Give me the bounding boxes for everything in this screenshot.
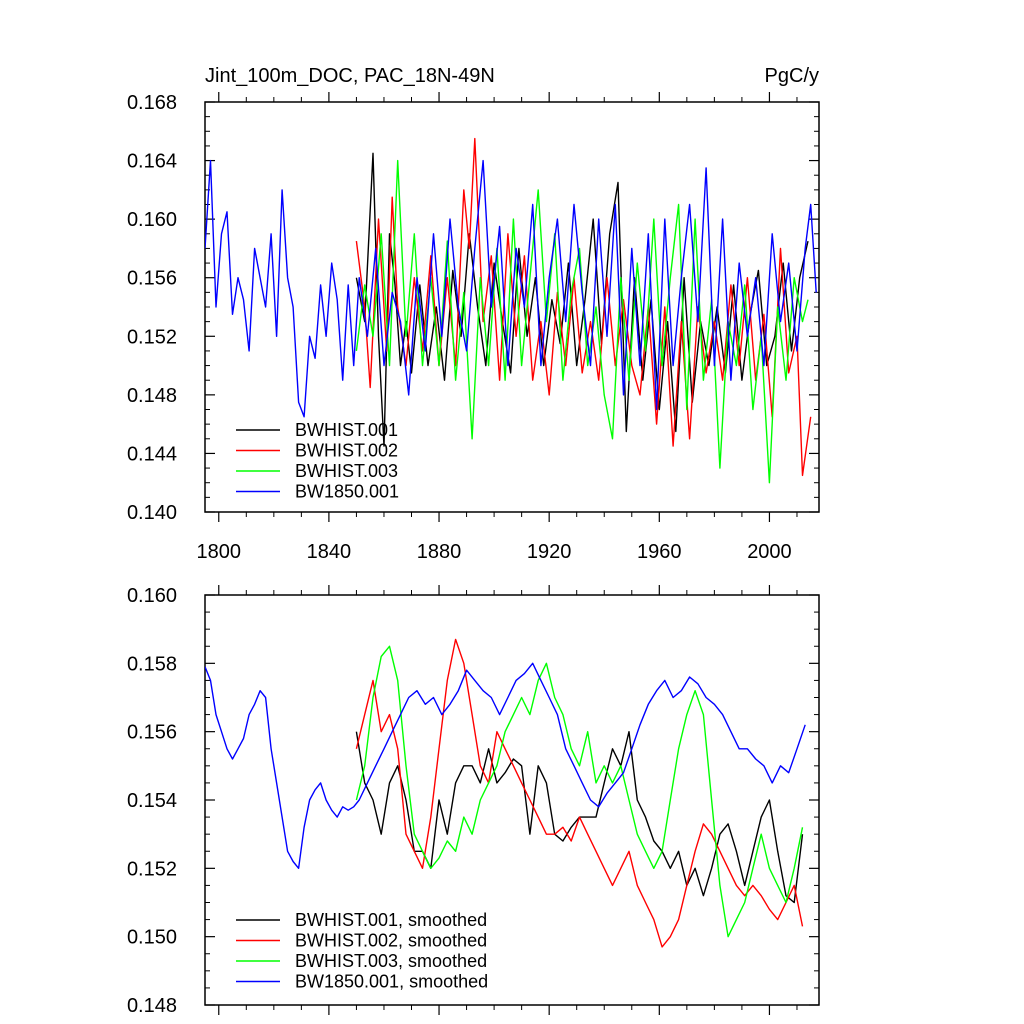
x-tick-label: 1960 [637,541,682,563]
y-tick-label: 0.164 [127,151,177,173]
y-tick-label: 0.144 [127,443,177,465]
top-panel-units: PgC/y [765,65,819,87]
y-tick-label: 0.156 [127,268,177,290]
x-tick-label: 1880 [417,541,462,563]
series-line-bw1850-001-smoothed [205,662,806,869]
y-tick-label: 0.148 [127,385,177,407]
y-tick-label: 0.158 [127,653,177,675]
y-tick-label: 0.154 [127,790,177,812]
x-tick-label: 1920 [527,541,572,563]
x-tick-label: 1840 [307,541,352,563]
legend-label: BW1850.001 [295,482,399,502]
y-tick-label: 0.160 [127,585,177,607]
top-panel: Jint_100m_DOC, PAC_18N-49N PgC/y 0.140 0.… [127,65,820,563]
x-tick-label: 2000 [747,541,792,563]
series-line-bw1850-001 [205,159,817,418]
y-tick-label: 0.168 [127,92,177,114]
y-tick-label: 0.152 [127,326,177,348]
series-line-bwhist-003-smoothed [355,645,804,938]
legend-label: BWHIST.002, smoothed [295,931,487,951]
y-tick-label: 0.140 [127,502,177,524]
x-tick-label: 1800 [197,541,242,563]
legend-label: BW1850.001, smoothed [295,972,488,992]
top-panel-title: Jint_100m_DOC, PAC_18N-49N [205,65,495,87]
legend-label: BWHIST.003, smoothed [295,951,487,971]
y-tick-label: 0.156 [127,722,177,744]
legend-label: BWHIST.001, smoothed [295,910,487,930]
series-line-bwhist-001 [355,152,809,447]
bottom-panel: 0.148 0.150 0.152 0.154 0.156 0.158 0.160 BWHIS… [127,585,820,1017]
legend-label: BWHIST.001 [295,420,398,440]
legend-label: BWHIST.002 [295,441,398,461]
y-tick-label: 0.152 [127,858,177,880]
series-line-bwhist-002-smoothed [355,638,804,948]
y-tick-label: 0.150 [127,927,177,949]
legend-label: BWHIST.003 [295,461,398,481]
y-tick-label: 0.148 [127,995,177,1017]
y-tick-label: 0.160 [127,209,177,231]
